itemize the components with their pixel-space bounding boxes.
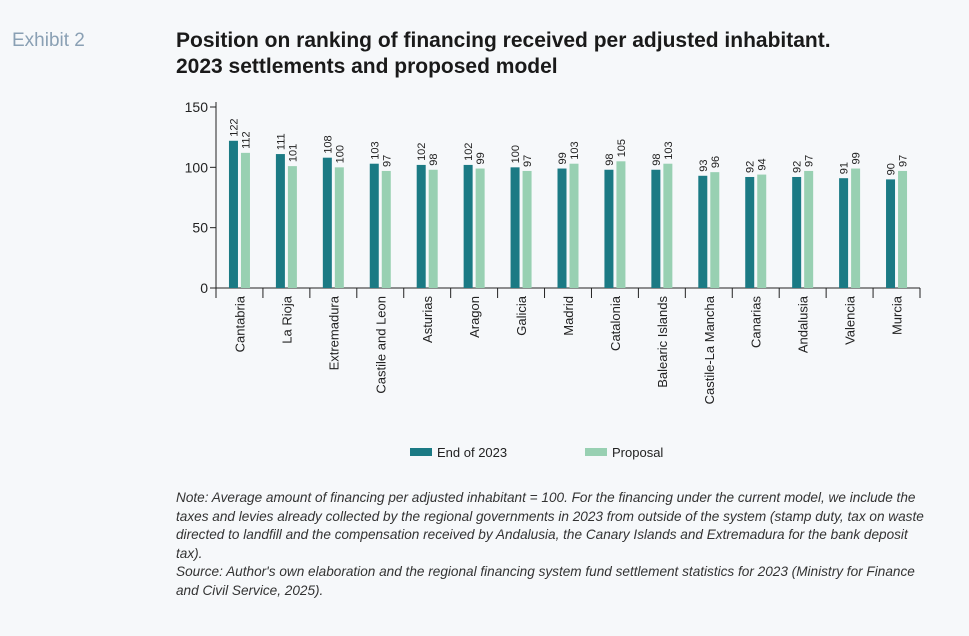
bar-end-2023	[698, 175, 708, 288]
bar-end-2023	[322, 157, 332, 288]
bar-end-2023	[604, 169, 614, 288]
category-label: Catalonia	[608, 295, 623, 351]
data-label: 103	[569, 141, 581, 159]
category-label: Balearic Islands	[655, 296, 670, 388]
data-label: 103	[663, 141, 675, 159]
exhibit-label: Exhibit 2	[12, 30, 85, 51]
bar-end-2023	[510, 167, 520, 288]
bar-proposal	[475, 168, 485, 288]
data-label: 111	[275, 133, 287, 150]
legend-label: End of 2023	[437, 445, 507, 460]
data-label: 90	[886, 163, 898, 175]
data-label: 103	[369, 141, 381, 159]
data-label: 101	[287, 144, 299, 162]
data-label: 100	[510, 145, 522, 163]
source-text: Source: Author's own elaboration and the…	[176, 564, 915, 598]
data-label: 97	[898, 155, 910, 167]
data-label: 98	[651, 153, 663, 165]
bar-proposal	[663, 163, 673, 288]
y-tick-label: 0	[200, 280, 208, 296]
bar-end-2023	[369, 163, 379, 288]
bar-end-2023	[651, 169, 661, 288]
category-label: Madrid	[561, 296, 576, 336]
bar-proposal	[898, 170, 908, 288]
bar-end-2023	[275, 154, 285, 288]
data-label: 122	[228, 118, 240, 136]
chart-note: Note: Average amount of financing per ad…	[176, 489, 936, 600]
data-label: 97	[522, 155, 534, 167]
category-label: Valencia	[843, 295, 858, 345]
legend-label: Proposal	[612, 445, 663, 460]
data-label: 93	[698, 160, 710, 172]
note-text: Note: Average amount of financing per ad…	[176, 490, 924, 561]
bar-proposal	[804, 170, 814, 288]
category-label: Aragon	[467, 296, 482, 338]
bar-proposal	[616, 161, 626, 288]
category-label: Murcia	[890, 295, 905, 335]
data-label: 99	[475, 152, 487, 164]
bar-end-2023	[839, 178, 849, 288]
category-label: Extremadura	[326, 295, 341, 370]
bar-proposal	[710, 172, 720, 288]
data-label: 94	[757, 158, 769, 170]
data-label: 97	[804, 155, 816, 167]
bar-proposal	[381, 170, 391, 288]
bar-end-2023	[792, 176, 802, 288]
bar-proposal	[240, 152, 250, 288]
data-label: 108	[322, 135, 334, 153]
data-label: 102	[416, 143, 428, 161]
chart-title: Position on ranking of financing receive…	[176, 29, 831, 78]
bar-end-2023	[463, 164, 473, 288]
legend-swatch	[410, 448, 432, 456]
bar-proposal	[569, 163, 579, 288]
y-tick-label: 150	[185, 99, 209, 115]
category-label: La Rioja	[279, 295, 294, 343]
bar-proposal	[757, 174, 767, 288]
bar-proposal	[851, 168, 861, 288]
bar-end-2023	[416, 164, 426, 288]
data-label: 92	[745, 161, 757, 173]
bar-end-2023	[886, 179, 896, 288]
data-label: 92	[792, 161, 804, 173]
bar-proposal	[522, 170, 532, 288]
data-label: 91	[839, 162, 851, 174]
data-label: 97	[381, 155, 393, 167]
data-label: 112	[240, 131, 252, 149]
bar-proposal	[334, 167, 344, 288]
data-label: 105	[616, 139, 628, 157]
category-label: Cantabria	[232, 295, 247, 352]
data-label: 99	[851, 152, 863, 164]
legend-swatch	[585, 448, 607, 456]
bar-end-2023	[228, 140, 238, 288]
bar-end-2023	[557, 168, 567, 288]
data-label: 100	[334, 145, 346, 163]
data-label: 98	[604, 153, 616, 165]
data-label: 99	[557, 152, 569, 164]
category-label: Andalusia	[796, 295, 811, 353]
category-label: Canarias	[749, 296, 764, 349]
data-label: 102	[463, 143, 475, 161]
category-label: Galicia	[514, 295, 529, 336]
data-label: 98	[428, 153, 440, 165]
bar-proposal	[287, 166, 297, 288]
y-tick-label: 100	[185, 159, 209, 175]
category-label: Castile-La Mancha	[702, 295, 717, 404]
bar-end-2023	[745, 176, 755, 288]
category-label: Castile and Leon	[373, 296, 388, 394]
y-tick-label: 50	[192, 220, 208, 236]
bar-proposal	[428, 169, 438, 288]
category-label: Asturias	[420, 296, 435, 343]
data-label: 96	[710, 156, 722, 168]
